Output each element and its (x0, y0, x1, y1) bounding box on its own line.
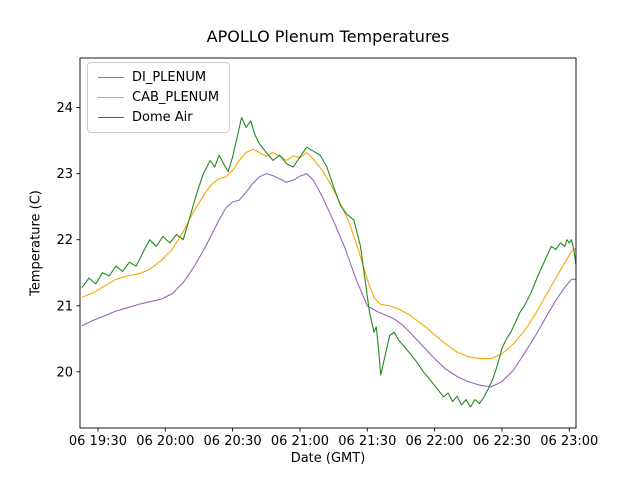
y-tick-label: 22 (56, 233, 73, 248)
legend-item-di-plenum: DI_PLENUM (98, 71, 219, 84)
x-tick-label: 06 22:00 (406, 434, 464, 449)
x-tick-label: 06 23:00 (540, 434, 598, 449)
chart-title: APOLLO Plenum Temperatures (206, 27, 450, 46)
legend-label: DI_PLENUM (132, 70, 207, 85)
legend: DI_PLENUM CAB_PLENUM Dome Air (87, 62, 231, 133)
x-axis-label: Date (GMT) (290, 451, 366, 466)
legend-item-dome-air: Dome Air (98, 111, 219, 124)
x-tick-label: 06 21:00 (271, 434, 329, 449)
y-tick-label: 24 (56, 101, 73, 116)
legend-label: CAB_PLENUM (132, 90, 220, 105)
legend-line-swatch (98, 96, 124, 99)
series-line-di-plenum (81, 173, 577, 388)
y-tick-label: 21 (56, 299, 73, 314)
x-tick-label: 06 19:30 (69, 434, 127, 449)
x-tick-label: 06 20:30 (204, 434, 262, 449)
plot-frame (79, 57, 577, 429)
legend-item-cab-plenum: CAB_PLENUM (98, 91, 219, 104)
x-tick-label: 06 22:30 (473, 434, 531, 449)
legend-line-swatch (98, 76, 124, 79)
legend-line-swatch (98, 116, 124, 119)
x-tick-label: 06 20:00 (136, 434, 194, 449)
y-axis-label: Temperature (C) (28, 190, 44, 296)
x-tick-label: 06 21:30 (338, 434, 396, 449)
y-tick-label: 20 (56, 365, 73, 380)
series-line-cab-plenum (81, 148, 577, 360)
series-line-dome-air (81, 116, 577, 408)
y-tick-label: 23 (56, 167, 73, 182)
legend-label: Dome Air (132, 110, 193, 125)
